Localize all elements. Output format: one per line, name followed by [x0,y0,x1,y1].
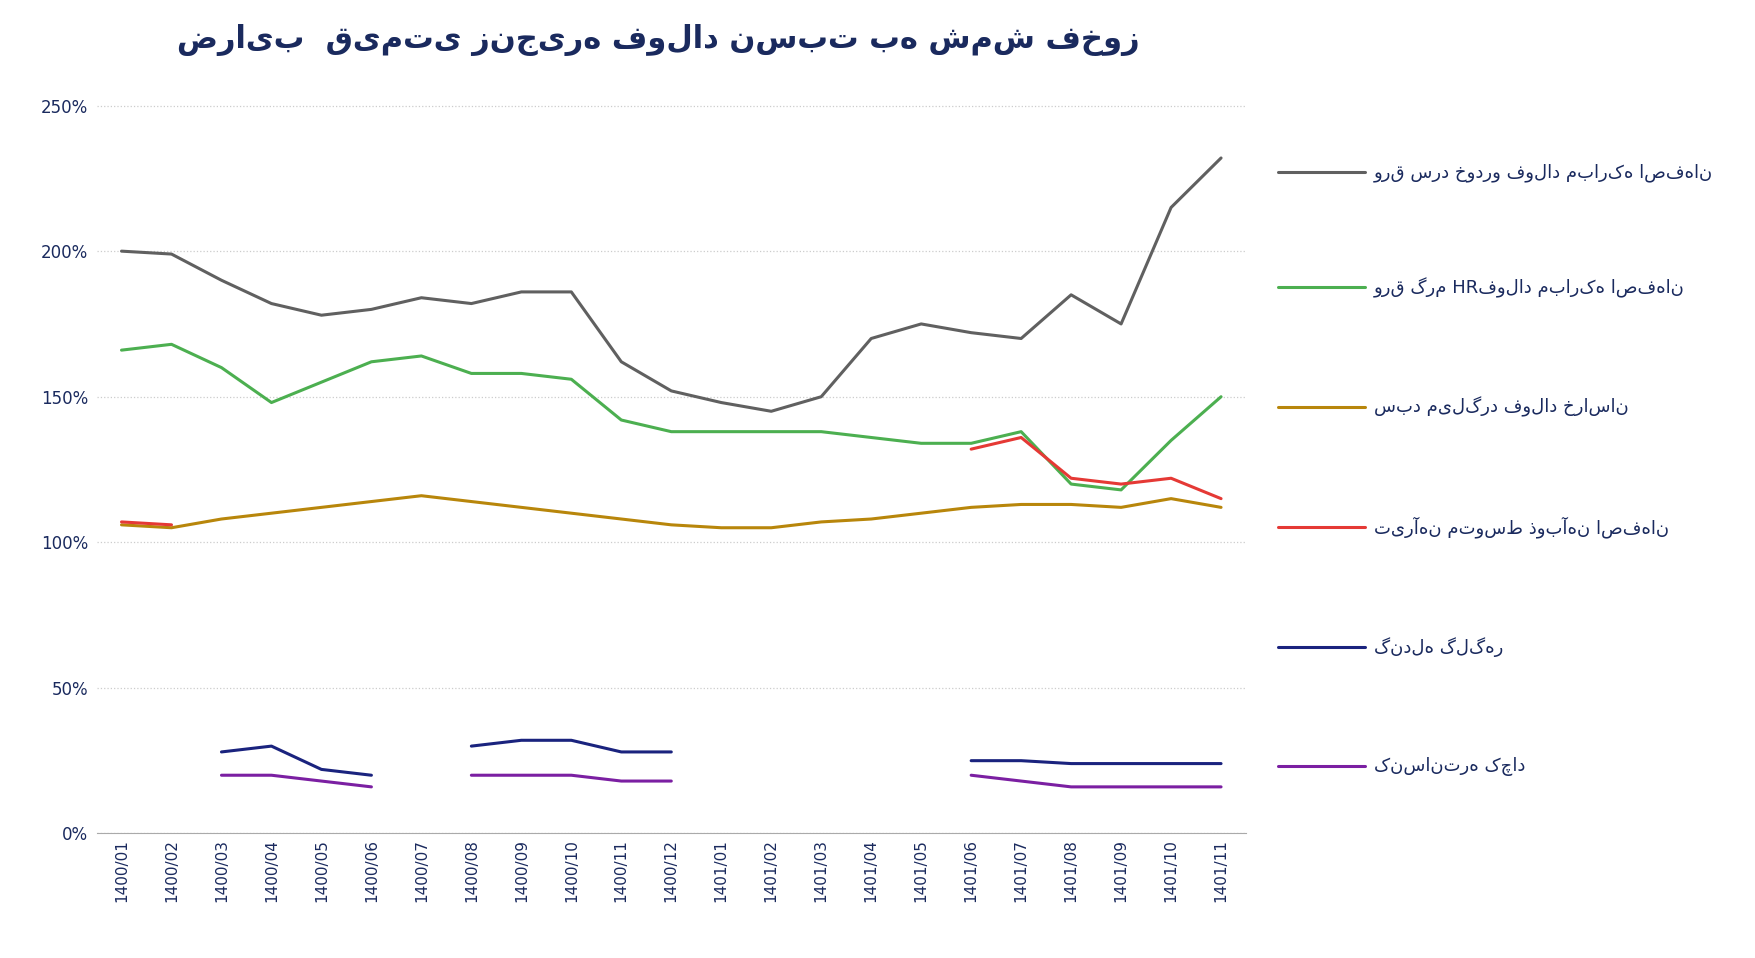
Text: گندله گلگهر: گندله گلگهر [1374,637,1504,656]
Text: تیرآهن متوسط ذوب‌آهن اصفهان: تیرآهن متوسط ذوب‌آهن اصفهان [1374,516,1669,537]
Text: ضرایب  قیمتی زنجیره فولاد نسبت به شمش فخوز: ضرایب قیمتی زنجیره فولاد نسبت به شمش فخو… [177,24,1139,56]
Text: کنسانتره کچاد: کنسانتره کچاد [1374,757,1525,776]
Text: سبد میلگرد فولاد خراسان: سبد میلگرد فولاد خراسان [1374,397,1629,418]
Text: ورق سرد خودرو فولاد مبارکه اصفهان: ورق سرد خودرو فولاد مبارکه اصفهان [1374,163,1713,182]
Text: ورق گرم HRفولاد مبارکه اصفهان: ورق گرم HRفولاد مبارکه اصفهان [1374,277,1685,298]
